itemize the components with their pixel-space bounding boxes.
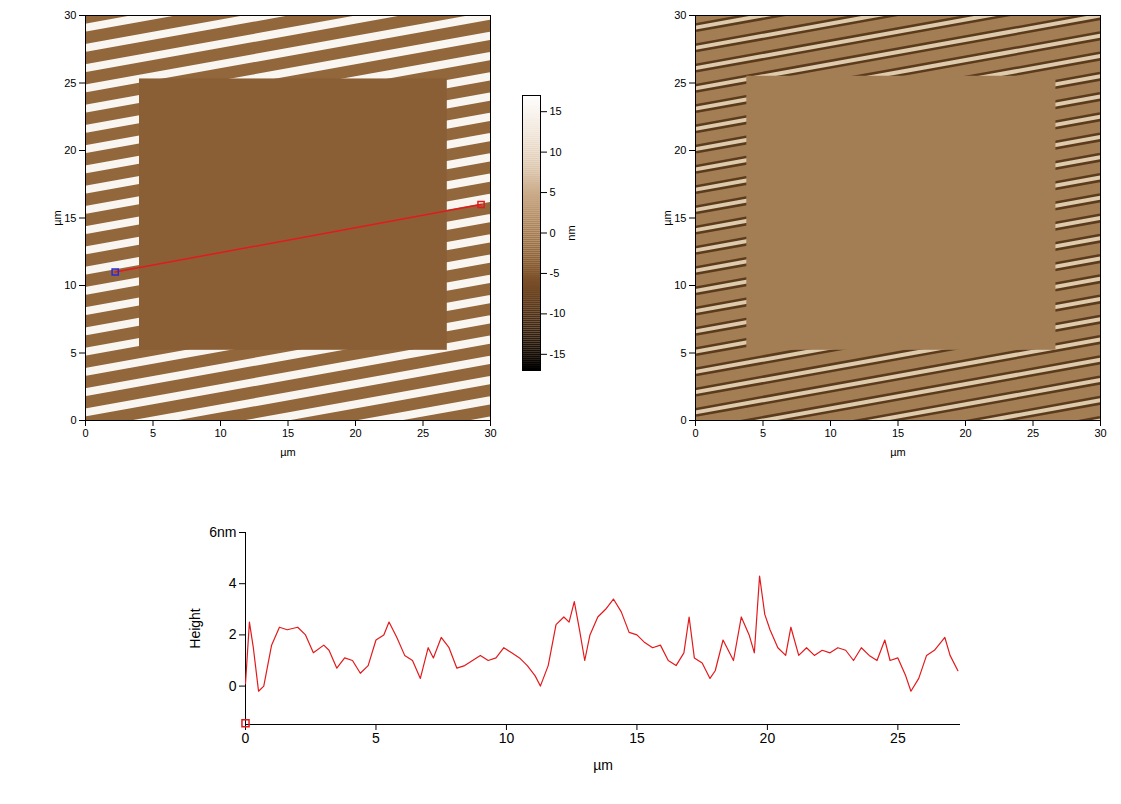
- svg-text:5: 5: [550, 186, 556, 198]
- svg-text:20: 20: [674, 144, 686, 156]
- svg-text:20: 20: [760, 730, 776, 746]
- svg-text:5: 5: [150, 427, 156, 439]
- svg-text:-15: -15: [550, 348, 566, 360]
- svg-text:2: 2: [229, 626, 237, 642]
- svg-text:5: 5: [680, 347, 686, 359]
- svg-text:6nm: 6nm: [209, 524, 236, 540]
- svg-text:25: 25: [64, 77, 76, 89]
- svg-text:0: 0: [70, 414, 76, 426]
- svg-text:15: 15: [629, 730, 645, 746]
- svg-text:30: 30: [1094, 427, 1106, 439]
- svg-text:0: 0: [692, 427, 698, 439]
- svg-text:10: 10: [499, 730, 515, 746]
- svg-text:µm: µm: [890, 446, 906, 458]
- svg-text:30: 30: [64, 9, 76, 21]
- svg-text:10: 10: [824, 427, 836, 439]
- svg-text:25: 25: [674, 77, 686, 89]
- svg-text:0: 0: [229, 678, 237, 694]
- svg-text:µm: µm: [51, 210, 63, 226]
- svg-text:4: 4: [229, 575, 237, 591]
- svg-text:25: 25: [417, 427, 429, 439]
- svg-text:15: 15: [64, 212, 76, 224]
- svg-text:30: 30: [674, 9, 686, 21]
- svg-text:10: 10: [214, 427, 226, 439]
- svg-text:10: 10: [64, 279, 76, 291]
- svg-text:25: 25: [890, 730, 906, 746]
- svg-text:Height: Height: [187, 608, 203, 649]
- svg-text:µm: µm: [280, 446, 296, 458]
- svg-text:15: 15: [550, 105, 562, 117]
- svg-text:5: 5: [372, 730, 380, 746]
- svg-text:15: 15: [674, 212, 686, 224]
- svg-text:5: 5: [760, 427, 766, 439]
- svg-text:20: 20: [64, 144, 76, 156]
- svg-text:-10: -10: [550, 307, 566, 319]
- svg-text:30: 30: [484, 427, 496, 439]
- svg-text:15: 15: [892, 427, 904, 439]
- svg-text:-5: -5: [550, 267, 560, 279]
- svg-text:µm: µm: [593, 757, 613, 773]
- svg-text:5: 5: [70, 347, 76, 359]
- svg-text:nm: nm: [565, 225, 577, 240]
- svg-text:µm: µm: [661, 210, 673, 226]
- svg-text:20: 20: [959, 427, 971, 439]
- svg-text:0: 0: [82, 427, 88, 439]
- svg-text:0: 0: [680, 414, 686, 426]
- svg-text:10: 10: [550, 146, 562, 158]
- svg-text:0: 0: [242, 730, 250, 746]
- svg-text:25: 25: [1027, 427, 1039, 439]
- svg-text:20: 20: [349, 427, 361, 439]
- svg-text:0: 0: [550, 227, 556, 239]
- svg-text:15: 15: [282, 427, 294, 439]
- svg-text:10: 10: [674, 279, 686, 291]
